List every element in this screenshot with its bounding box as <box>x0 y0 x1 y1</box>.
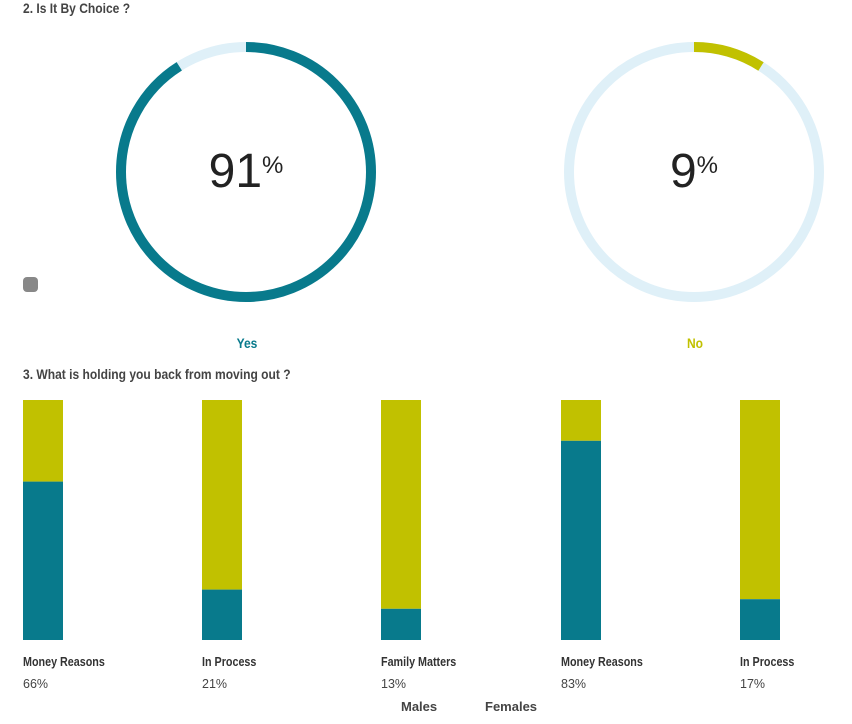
yes-percent-value: 91% <box>208 145 284 198</box>
category-label-3: Money Reasons <box>561 655 643 669</box>
bar-segment-teal-0 <box>23 481 63 640</box>
bar-segment-teal-2 <box>381 608 421 640</box>
legend-females: Females <box>485 699 538 714</box>
category-label-1: In Process <box>202 655 257 669</box>
bar-segment-teal-1 <box>202 589 242 640</box>
yes-donut-chart: 91% <box>116 42 376 302</box>
category-percent-0: 66% <box>23 677 49 691</box>
yes-donut-arc <box>116 42 376 302</box>
category-percent-4: 17% <box>740 677 766 691</box>
no-donut-svg <box>564 42 824 302</box>
bar-segment-teal-4 <box>740 599 780 640</box>
yes-donut-svg <box>116 42 376 302</box>
no-percent-value: 9% <box>669 145 719 198</box>
category-percent-3: 83% <box>561 677 587 691</box>
category-percent-1: 21% <box>202 677 228 691</box>
bar-segment-teal-3 <box>561 440 601 640</box>
gray-dot-marker <box>23 277 38 292</box>
section-3-title: 3. What is holding you back from moving … <box>23 366 291 382</box>
no-label: No <box>686 335 704 351</box>
category-label-2: Family Matters <box>381 655 457 669</box>
bar-segment-olive-0 <box>23 400 63 482</box>
category-label-4: In Process <box>740 655 795 669</box>
bar-segment-olive-1 <box>202 400 242 590</box>
no-donut-arc <box>564 42 824 302</box>
yes-label: Yes <box>236 335 258 351</box>
bar-segment-olive-4 <box>740 400 780 600</box>
bar-segment-olive-2 <box>381 400 421 609</box>
category-label-0: Money Reasons <box>23 655 105 669</box>
category-percent-2: 13% <box>381 677 407 691</box>
section-2-title: 2. Is It By Choice ? <box>23 0 131 16</box>
no-donut-chart: 9% <box>564 42 824 302</box>
bar-segment-olive-3 <box>561 400 601 441</box>
legend-males: Males <box>401 699 438 714</box>
